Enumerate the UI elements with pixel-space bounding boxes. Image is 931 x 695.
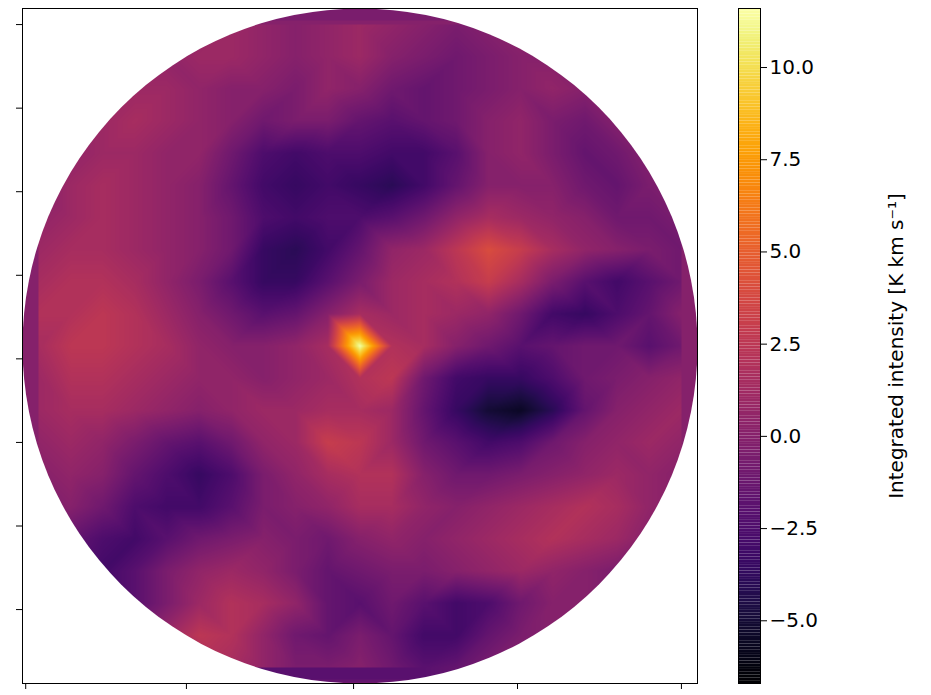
svg-text:5.0: 5.0 bbox=[770, 239, 802, 263]
svg-text:−2.5: −2.5 bbox=[770, 516, 819, 540]
svg-text:2.5: 2.5 bbox=[770, 332, 802, 356]
svg-text:Integrated intensity [K km s⁻¹: Integrated intensity [K km s⁻¹] bbox=[884, 193, 908, 499]
svg-text:7.5: 7.5 bbox=[770, 147, 802, 171]
svg-text:0.0: 0.0 bbox=[770, 424, 802, 448]
svg-text:−5.0: −5.0 bbox=[770, 608, 819, 632]
svg-text:10.0: 10.0 bbox=[770, 55, 815, 79]
